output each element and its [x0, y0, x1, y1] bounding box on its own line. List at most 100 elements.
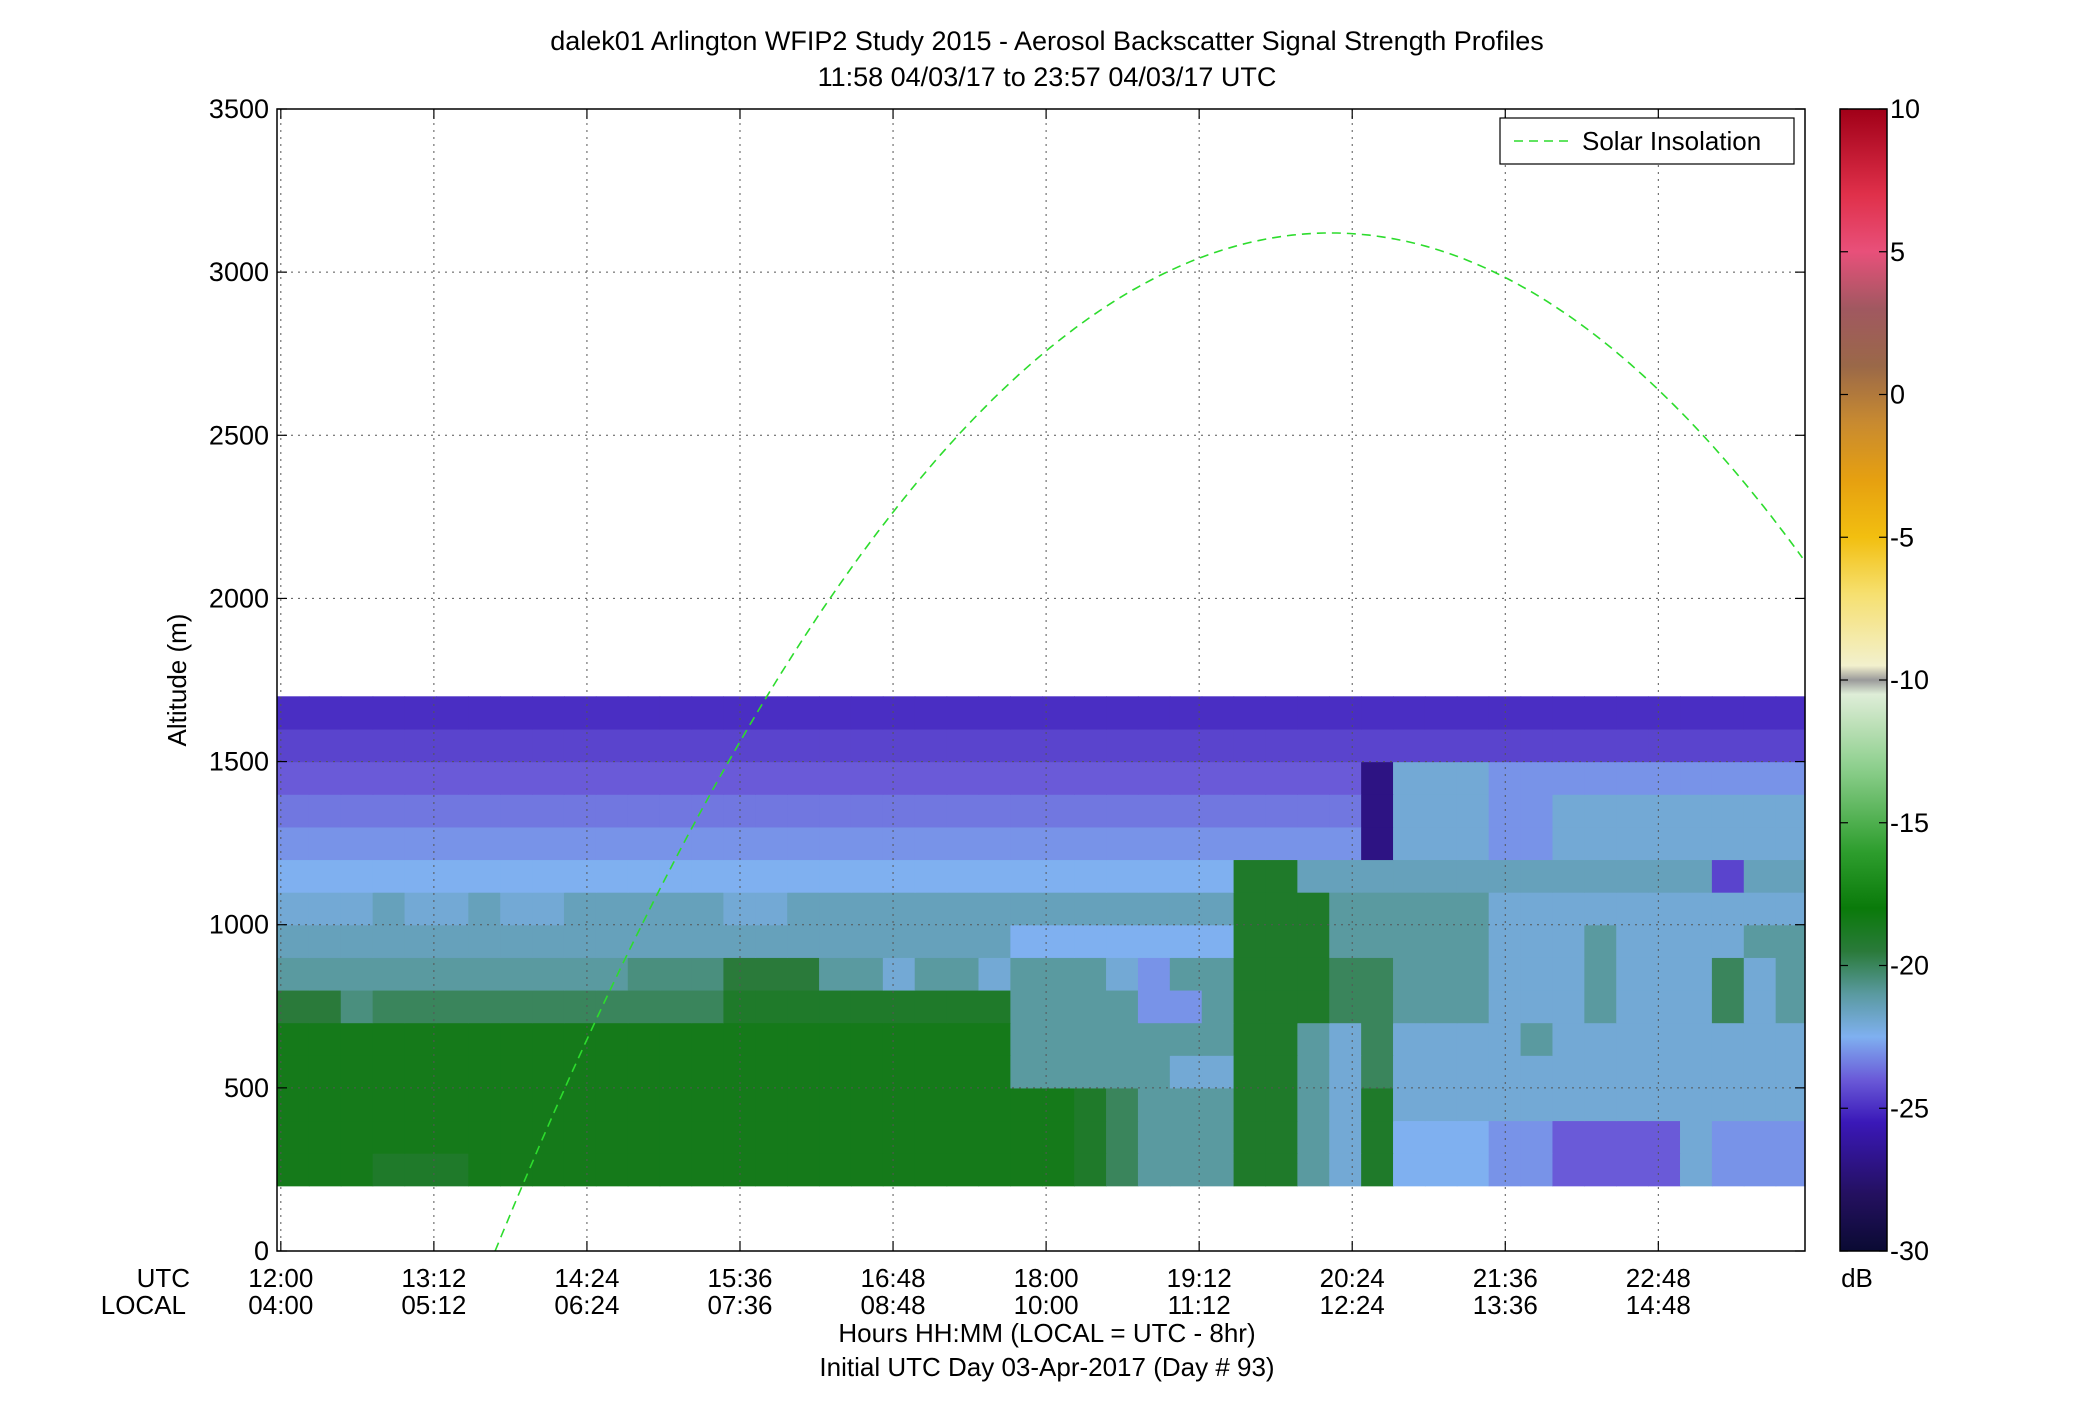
heatmap-cell [1520, 892, 1554, 926]
heatmap-cell [1137, 1022, 1171, 1056]
heatmap-cell [1329, 1120, 1362, 1154]
heatmap-cell [946, 957, 980, 991]
heatmap-cell [1711, 1087, 1745, 1122]
heatmap-cell [532, 924, 565, 958]
heatmap-cell [1680, 989, 1713, 1024]
heatmap-cell [1169, 826, 1203, 861]
heatmap-cell [595, 1153, 629, 1187]
heatmap-cell [914, 892, 948, 926]
heatmap-cell [500, 989, 533, 1024]
heatmap-cell [1042, 1022, 1075, 1056]
heatmap-cell [308, 924, 342, 958]
heatmap-cell [914, 826, 948, 861]
heatmap-cell [1775, 1153, 1806, 1187]
x-tick-label-utc: 13:12 [401, 1263, 466, 1293]
heatmap-cell [1042, 1087, 1075, 1122]
heatmap-cell [1552, 826, 1585, 861]
heatmap-cell [1361, 761, 1394, 795]
heatmap-cell [404, 957, 438, 991]
heatmap-cell [850, 826, 884, 861]
heatmap-cell [1743, 924, 1777, 958]
heatmap-cell [1488, 1022, 1522, 1056]
heatmap-cell [819, 794, 852, 828]
heatmap-cell [691, 1153, 725, 1187]
heatmap-cell [277, 696, 310, 730]
heatmap-cell [1456, 1055, 1490, 1089]
heatmap-cell [1711, 957, 1745, 991]
heatmap-cell [627, 826, 661, 861]
heatmap-cell [563, 989, 597, 1024]
x-tick-label-local: 12:24 [1320, 1290, 1385, 1320]
heatmap-cell [1648, 1022, 1681, 1056]
heatmap-cell [755, 794, 788, 828]
heatmap-cell [1106, 761, 1139, 795]
heatmap-cell [946, 1087, 980, 1122]
heatmap-cell [659, 696, 693, 730]
heatmap-cell [1520, 826, 1554, 861]
heatmap-cell [1137, 924, 1171, 958]
heatmap-cell [1680, 1120, 1713, 1154]
heatmap-cell [1680, 924, 1713, 958]
heatmap-cell [372, 1153, 406, 1187]
heatmap-cell [1265, 696, 1298, 730]
heatmap-cells [277, 696, 1806, 1187]
heatmap-cell [340, 794, 374, 828]
heatmap-cell [946, 924, 980, 958]
heatmap-cell [1648, 989, 1681, 1024]
heatmap-cell [1393, 696, 1426, 730]
heatmap-cell [1010, 859, 1043, 893]
utc-row-label: UTC [137, 1263, 190, 1293]
colorbar-tick-label: 0 [1890, 380, 1905, 410]
heatmap-cell [1584, 1120, 1617, 1154]
heatmap-cell [691, 957, 725, 991]
heatmap-cell [468, 1087, 501, 1122]
heatmap-cell [1648, 892, 1681, 926]
heatmap-cell [1393, 957, 1426, 991]
heatmap-cell [436, 696, 469, 730]
heatmap-cell [1711, 1153, 1745, 1187]
colorbar: 10 5 0 -5 -10 -15 -20 -25 -30 dB [1839, 94, 1929, 1293]
heatmap-cell [1074, 794, 1107, 828]
heatmap-cell [1424, 728, 1458, 763]
heatmap-cell [1584, 1022, 1617, 1056]
heatmap-cell [1552, 924, 1585, 958]
heatmap-cell [914, 1055, 948, 1089]
heatmap-cell [691, 826, 725, 861]
heatmap-cell [372, 826, 406, 861]
heatmap-cell [1456, 826, 1490, 861]
heatmap-cell [1329, 989, 1362, 1024]
x-tick-label-local: 10:00 [1014, 1290, 1079, 1320]
heatmap-cell [946, 1022, 980, 1056]
heatmap-cell [1456, 859, 1490, 893]
heatmap-cell [532, 794, 565, 828]
heatmap-cell [1424, 924, 1458, 958]
heatmap-cell [1424, 989, 1458, 1024]
y-tick-label: 0 [254, 1236, 269, 1266]
heatmap-cell [1711, 924, 1745, 958]
heatmap-cell [500, 957, 533, 991]
heatmap-cell [1584, 859, 1617, 893]
heatmap-cell [882, 696, 916, 730]
heatmap-cell [1393, 728, 1426, 763]
heatmap-cell [1393, 892, 1426, 926]
heatmap-cell [500, 924, 533, 958]
heatmap-cell [436, 1153, 469, 1187]
heatmap-cell [1775, 892, 1806, 926]
heatmap-cell [1552, 761, 1585, 795]
heatmap-cell [1775, 761, 1806, 795]
heatmap-cell [691, 1055, 725, 1089]
heatmap-cell [500, 1055, 533, 1089]
x-tick-label-utc: 20:24 [1320, 1263, 1385, 1293]
heatmap-cell [1584, 794, 1617, 828]
heatmap-cell [1010, 1022, 1043, 1056]
heatmap-cell [819, 1055, 852, 1089]
heatmap-cell [1137, 826, 1171, 861]
heatmap-cell [500, 826, 533, 861]
heatmap-cell [978, 761, 1011, 795]
heatmap-cell [914, 957, 948, 991]
heatmap-cell [1680, 1022, 1713, 1056]
heatmap-cell [308, 989, 342, 1024]
heatmap-cell [850, 1120, 884, 1154]
plot-frame [276, 108, 1806, 1252]
heatmap-cell [436, 761, 469, 795]
